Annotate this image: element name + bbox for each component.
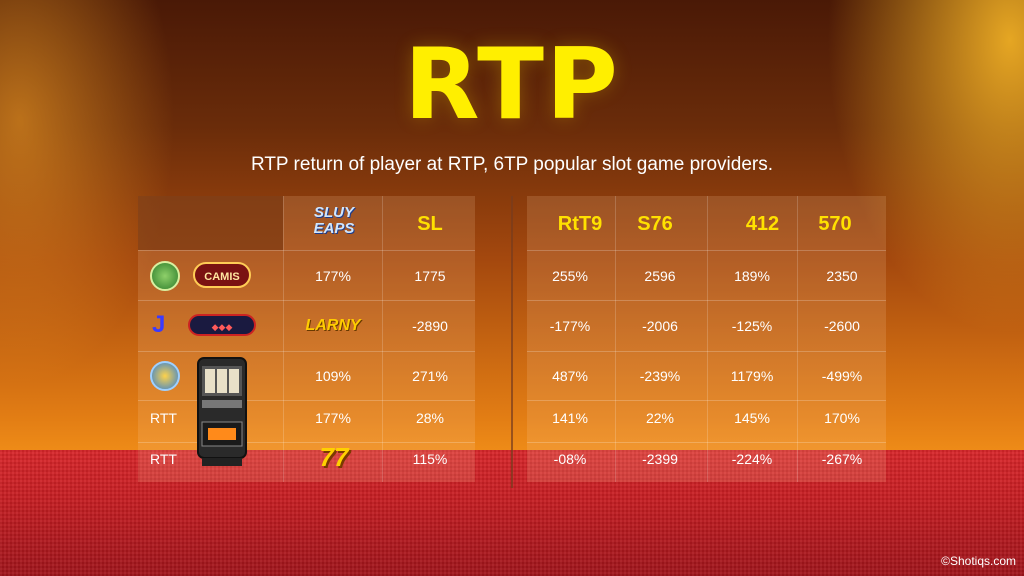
page-subtitle: RTP return of player at RTP, 6TP popular… xyxy=(250,154,774,175)
cell-r1-c4: 189% xyxy=(734,268,770,284)
cell-r1-c3: 2596 xyxy=(644,268,676,284)
cell-r1-c1: 1775 xyxy=(414,268,446,284)
row-line xyxy=(527,400,886,401)
slot-machine-icon xyxy=(197,357,247,466)
row-line xyxy=(527,250,886,251)
cell-r1-c2: 255% xyxy=(552,268,588,284)
row-line xyxy=(527,351,886,352)
cell-r5-c2: -08% xyxy=(553,451,587,467)
header-col-570: 570 xyxy=(818,213,852,235)
cell-r1-mid: 177% xyxy=(315,268,351,284)
cell-r5-c3: -2399 xyxy=(642,451,678,467)
row-line xyxy=(527,442,886,443)
row-line xyxy=(138,351,475,352)
row-line xyxy=(138,442,475,443)
cell-r5-c1: 115% xyxy=(412,451,448,467)
col-line xyxy=(283,196,284,482)
cell-r3-c5: -499% xyxy=(821,368,863,384)
cell-r3-mid: 109% xyxy=(315,368,351,384)
row-label-rtt: RTT xyxy=(150,410,177,426)
cell-r2-c5: -2600 xyxy=(824,318,860,334)
header-col-sl: SL xyxy=(417,213,443,235)
col-line xyxy=(615,196,616,482)
cell-r2-c3: -2006 xyxy=(642,318,678,334)
watermark: ©Shotiqs.com xyxy=(941,554,1016,568)
cell-r2-c4: -125% xyxy=(731,318,773,334)
cell-r4-c4: 145% xyxy=(734,410,770,426)
provider-logo-red-oval: ◆◆◆ xyxy=(188,314,256,336)
row-line xyxy=(138,300,475,301)
cell-r4-c3: 22% xyxy=(645,410,675,426)
blue-gold-coin-icon xyxy=(150,361,180,391)
cell-r4-c5: 170% xyxy=(824,410,860,426)
header-blank xyxy=(138,196,283,250)
header-logo-text: SLUY EAPS xyxy=(313,204,355,237)
cell-r4-mid: 177% xyxy=(315,410,351,426)
provider-logo-larny: LARNY xyxy=(305,317,361,334)
page-title: RTP xyxy=(404,28,620,142)
header-col-412: 412 xyxy=(745,213,780,235)
lucky-seven-logo: 77 xyxy=(319,442,349,472)
cell-r1-c5: 2350 xyxy=(826,268,858,284)
green-mascot-icon xyxy=(150,261,180,291)
cell-r2-c1: -2890 xyxy=(412,318,448,334)
col-line xyxy=(382,196,383,482)
cell-r5-c4: -224% xyxy=(731,451,773,467)
row-line xyxy=(527,300,886,301)
row-line xyxy=(138,400,475,401)
row-label-rtt: RTT xyxy=(150,451,177,467)
cell-r3-c4: 1179% xyxy=(730,368,774,384)
cell-r3-c1: 271% xyxy=(412,368,448,384)
cell-r4-c2: 141% xyxy=(552,410,588,426)
header-col-rtt9: RtT9 xyxy=(557,213,603,235)
provider-logo-camis: CAMIS xyxy=(193,262,251,288)
cell-r3-c3: -239% xyxy=(639,368,681,384)
row-label-j: J xyxy=(152,311,166,338)
col-line xyxy=(707,196,708,482)
table-panel-right xyxy=(527,196,886,482)
table-divider xyxy=(511,196,513,488)
col-line xyxy=(797,196,798,482)
cell-r5-c5: -267% xyxy=(821,451,863,467)
cell-r3-c2: 487% xyxy=(552,368,588,384)
header-col-s76: S76 xyxy=(637,213,673,235)
cell-r2-c2: -177% xyxy=(549,318,591,334)
row-line xyxy=(138,250,475,251)
cell-r4-c1: 28% xyxy=(415,410,445,426)
